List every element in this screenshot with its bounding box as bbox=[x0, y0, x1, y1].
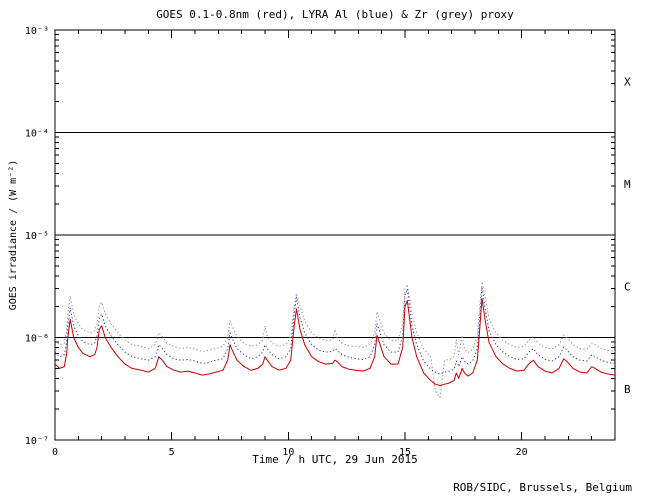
y-tick-label: 10⁻⁷ bbox=[25, 436, 49, 447]
x-axis-label: Time / h UTC, 29 Jun 2015 bbox=[252, 453, 418, 466]
y-axis-label: GOES irradiance / (W m⁻²) bbox=[8, 160, 19, 311]
chart-title: GOES 0.1-0.8nm (red), LYRA Al (blue) & Z… bbox=[156, 8, 514, 21]
series-lyra-al-proxy bbox=[54, 286, 616, 375]
y-tick-label: 10⁻⁵ bbox=[25, 231, 49, 242]
x-tick-label: 0 bbox=[52, 447, 58, 458]
series-goes-0-1-0-8nm bbox=[54, 298, 616, 386]
x-tick-label: 15 bbox=[399, 447, 411, 458]
x-tick-label: 10 bbox=[282, 447, 294, 458]
flare-class-label: B bbox=[624, 383, 631, 396]
y-tick-label: 10⁻³ bbox=[25, 26, 49, 37]
y-tick-label: 10⁻⁴ bbox=[25, 129, 49, 140]
y-tick-label: 10⁻⁶ bbox=[25, 334, 49, 345]
x-tick-label: 5 bbox=[169, 447, 175, 458]
flare-class-label: M bbox=[624, 178, 631, 191]
plot-area: 0 5 10 15 20 10⁻⁷ 10⁻⁶ 10⁻⁵ 10⁻⁴ 10⁻³ X M C B bbox=[25, 26, 631, 458]
flare-class-label: X bbox=[624, 75, 631, 88]
credit-text: ROB/SIDC, Brussels, Belgium bbox=[453, 481, 632, 494]
flare-class-label: C bbox=[624, 280, 631, 293]
x-tick-label: 20 bbox=[516, 447, 528, 458]
series-lyra-zr-proxy bbox=[54, 281, 616, 398]
